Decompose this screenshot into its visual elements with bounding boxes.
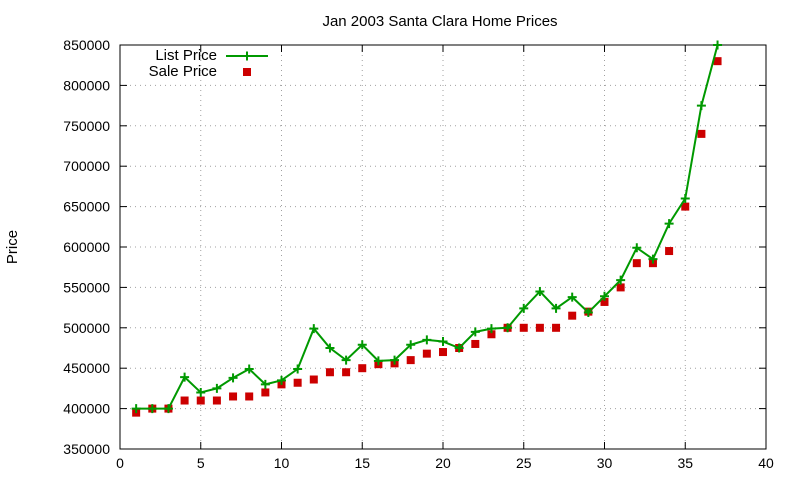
list-price-point <box>503 323 513 333</box>
list-price-point <box>470 327 480 337</box>
y-tick-label: 800000 <box>63 77 110 93</box>
list-price-point <box>277 375 286 385</box>
list-price-point <box>244 364 254 374</box>
x-tick-label: 20 <box>435 455 451 471</box>
y-tick-label: 400000 <box>63 401 110 417</box>
y-tick-label: 850000 <box>63 37 110 53</box>
sale-price-point <box>519 323 528 332</box>
y-axis: 350000 400000 450000 500000 550000 600000 6500… <box>63 37 766 457</box>
sale-price-point <box>293 378 302 387</box>
series-list-price <box>131 40 723 414</box>
list-price-point <box>680 194 690 204</box>
list-price-point <box>664 219 674 229</box>
list-price-point <box>535 286 545 296</box>
sale-price-point <box>196 396 205 405</box>
y-tick-label: 700000 <box>63 158 110 174</box>
legend-label-list-price: List Price <box>155 47 217 64</box>
sale-price-point <box>422 349 431 358</box>
sale-price-point <box>406 356 415 365</box>
list-price-point <box>228 373 238 383</box>
sale-price-point <box>212 396 221 405</box>
y-tick-label: 550000 <box>63 279 110 295</box>
y-tick-label: 500000 <box>63 320 110 336</box>
series-layer <box>131 40 723 417</box>
x-axis: 0 5 10 15 20 25 30 35 40 <box>116 45 774 471</box>
y-tick-label: 600000 <box>63 239 110 255</box>
list-price-point <box>696 101 706 111</box>
sale-price-point <box>487 330 496 339</box>
x-tick-label: 0 <box>116 455 124 471</box>
list-price-point <box>131 404 141 414</box>
list-price-point <box>196 387 206 397</box>
sale-price-point <box>713 57 722 66</box>
sale-price-point <box>439 348 447 357</box>
sale-price-point <box>325 368 334 377</box>
y-axis-label: Price <box>4 230 21 264</box>
list-price-point <box>616 275 626 285</box>
sale-price-point <box>245 392 254 401</box>
list-price-point <box>567 292 577 302</box>
list-price-point <box>438 337 448 347</box>
x-tick-label: 35 <box>677 455 693 471</box>
sale-price-point <box>535 323 544 332</box>
x-tick-label: 5 <box>197 455 205 471</box>
x-tick-label: 10 <box>274 455 290 471</box>
legend: List Price Sale Price <box>149 47 268 80</box>
sale-price-point <box>697 129 706 138</box>
x-tick-label: 15 <box>354 455 370 471</box>
sale-price-point <box>665 247 674 256</box>
list-price-point <box>212 383 222 393</box>
list-price-point <box>163 404 173 414</box>
list-price-point <box>260 379 270 389</box>
list-price-point <box>713 40 723 50</box>
list-price-point <box>551 303 561 313</box>
y-tick-label: 450000 <box>63 360 110 376</box>
sale-price-point <box>568 311 577 320</box>
series-sale-price <box>132 57 722 417</box>
list-price-point <box>583 307 593 317</box>
list-price-point <box>519 303 529 313</box>
y-tick-label: 750000 <box>63 118 110 134</box>
list-price-point <box>147 404 157 414</box>
sale-price-point <box>261 388 270 397</box>
legend-plus-icon <box>242 51 252 61</box>
sale-price-point <box>471 339 480 348</box>
x-tick-label: 25 <box>516 455 532 471</box>
list-price-point <box>648 254 658 264</box>
list-price-point <box>341 355 351 365</box>
sale-price-point <box>600 297 609 306</box>
y-tick-label: 350000 <box>63 441 110 457</box>
list-price-point <box>373 356 383 366</box>
legend-marker-list-price <box>242 51 252 61</box>
chart-title: Jan 2003 Santa Clara Home Prices <box>322 13 557 30</box>
sale-price-point <box>632 259 641 268</box>
list-price-point <box>486 324 496 334</box>
legend-marker-sale-price <box>243 68 251 76</box>
list-price-point <box>422 335 432 345</box>
sale-price-point <box>616 283 625 292</box>
sale-price-point <box>229 392 238 401</box>
list-price-point <box>454 343 464 353</box>
list-price-point <box>325 343 335 353</box>
sale-price-point <box>552 323 561 332</box>
list-price-point <box>406 340 416 350</box>
sale-price-point <box>358 364 367 373</box>
list-price-point <box>390 355 400 365</box>
legend-label-sale-price: Sale Price <box>149 63 217 80</box>
list-price-point <box>600 291 609 301</box>
sale-price-point <box>681 202 690 211</box>
sale-price-point <box>309 375 318 384</box>
list-price-point <box>357 340 367 350</box>
list-price-point <box>293 364 303 374</box>
list-price-point <box>180 372 190 382</box>
sale-price-point <box>180 396 189 405</box>
x-tick-label: 30 <box>597 455 613 471</box>
sale-price-point <box>342 368 351 377</box>
list-price-point <box>632 243 642 253</box>
x-tick-label: 40 <box>758 455 774 471</box>
y-tick-label: 650000 <box>63 199 110 215</box>
list-price-point <box>309 324 319 334</box>
